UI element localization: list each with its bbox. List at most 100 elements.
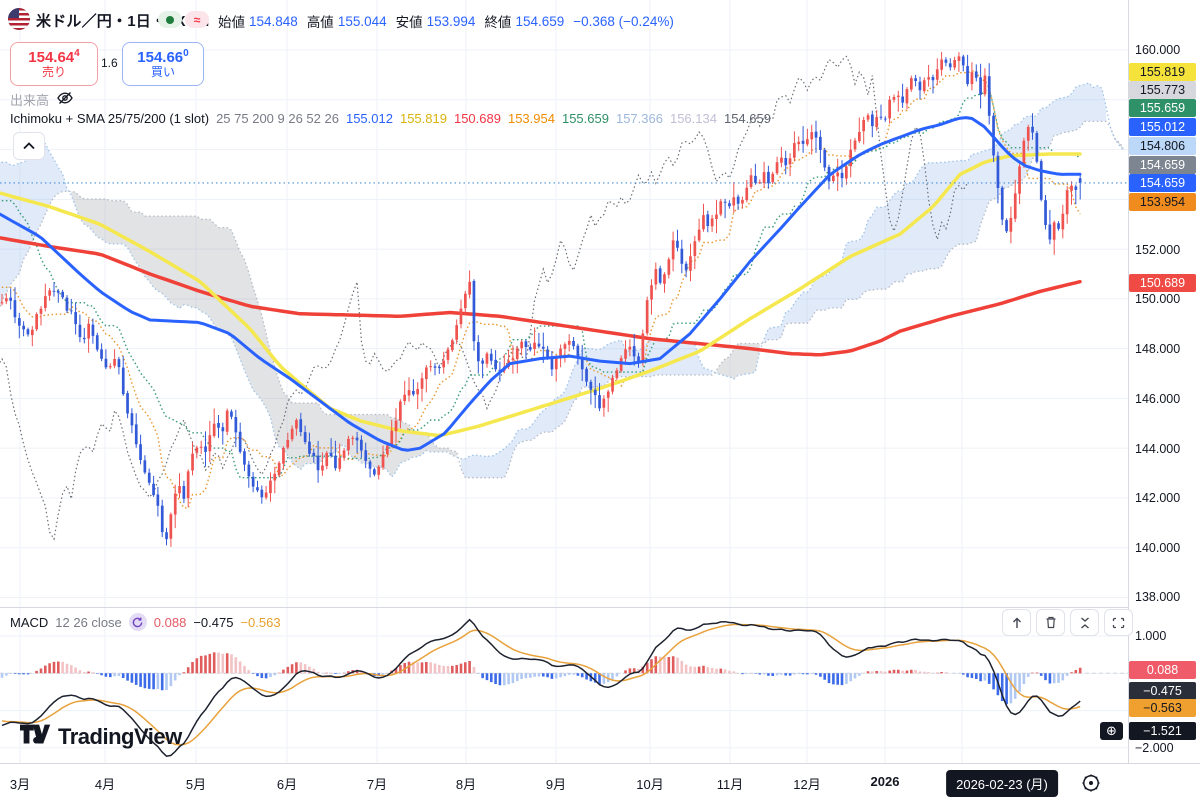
- time-axis-month-label: 6月: [276, 777, 298, 792]
- indicator-value: 157.366: [615, 111, 663, 126]
- pane-separator[interactable]: [0, 607, 1128, 608]
- time-axis-month-label: 4月: [94, 777, 116, 792]
- maximize-pane-button[interactable]: [1104, 609, 1133, 636]
- axis-tick-label: 142.000: [1135, 491, 1181, 505]
- chart-canvas[interactable]: [0, 0, 1200, 763]
- macd-pane-layer: [0, 618, 1128, 758]
- axis-tick-label: 138.000: [1135, 590, 1181, 604]
- tradingview-mark-icon: [20, 724, 51, 744]
- axis-tick-label: −2.000: [1135, 741, 1174, 755]
- ichimoku-cloud: [764, 82, 1107, 344]
- indicator-value: 155.819: [399, 111, 447, 126]
- buy-label: 買い: [150, 65, 175, 80]
- time-axis-month-label: 2026: [870, 774, 900, 789]
- tradingview-logo[interactable]: TradingView: [20, 724, 182, 750]
- add-alert-plus-icon[interactable]: ⊕: [1100, 722, 1123, 740]
- macd-histogram-pos: [35, 652, 1082, 674]
- price-label-badge: 155.659: [1129, 99, 1196, 117]
- axis-tick-label: 140.000: [1135, 541, 1181, 555]
- volume-label: 出来高: [10, 93, 50, 108]
- market-status: ≈: [158, 11, 212, 28]
- axis-tick-label: 150.000: [1135, 292, 1181, 306]
- macd-values: 0.088 −0.475 −0.563: [154, 615, 288, 630]
- axis-tick-label: 146.000: [1135, 392, 1181, 406]
- macd-histogram-pos-weak: [61, 652, 952, 674]
- price-label-badge: −1.521: [1129, 722, 1196, 740]
- refresh-sync-icon[interactable]: [128, 613, 147, 631]
- sell-button[interactable]: 154.644 売り: [10, 42, 98, 86]
- last-bar-date-badge[interactable]: 2026-02-23 (月): [946, 770, 1058, 797]
- ichimoku-cloud: [71, 191, 457, 477]
- axis-tick-label: 144.000: [1135, 442, 1181, 456]
- sma-200-line: [0, 236, 1082, 357]
- symbol-flag-icon: [8, 8, 30, 30]
- sma-25-line: [0, 116, 1082, 452]
- spread-value: 1.6: [101, 56, 118, 70]
- low-value: 153.994: [426, 13, 476, 29]
- time-axis-month-label: 7月: [366, 777, 388, 792]
- ichimoku-cloud: [716, 343, 760, 380]
- time-axis-month-label: 9月: [545, 777, 567, 792]
- ichimoku-cloud: [461, 338, 713, 478]
- price-axis-separator: [1128, 0, 1129, 763]
- pane-toolbar: [1002, 609, 1133, 636]
- axis-tick-label: 160.000: [1135, 43, 1181, 57]
- indicator-value: 155.012: [345, 111, 393, 126]
- indicator-value: 0.088: [153, 614, 187, 630]
- indicator-value: 155.659: [561, 111, 609, 126]
- price-label-badge: 154.659: [1129, 156, 1196, 174]
- market-approx-icon: ≈: [185, 11, 209, 28]
- close-label: 終値: [484, 15, 512, 30]
- session-settings-gear-icon[interactable]: [1080, 772, 1102, 799]
- time-axis-month-label: 5月: [185, 777, 207, 792]
- indicator-value: 154.659: [723, 111, 771, 126]
- price-label-badge: 154.659: [1129, 174, 1196, 192]
- up-candle-bodies: [0, 56, 1073, 539]
- volume-row: 出来高: [10, 89, 74, 110]
- time-axis-month-label: 3月: [9, 777, 31, 792]
- ichimoku-values: 155.012 155.819 150.689 153.954 155.659 157.3…: [346, 111, 778, 126]
- delete-pane-button[interactable]: [1036, 609, 1065, 636]
- high-label: 高値: [306, 15, 334, 30]
- arrow-up-icon: [1012, 617, 1021, 628]
- price-label-badge: −0.475: [1129, 682, 1196, 700]
- trash-icon: [1046, 616, 1055, 629]
- indicator-value: −0.563: [240, 614, 281, 630]
- price-label-badge: 155.773: [1129, 81, 1196, 99]
- sell-label: 売り: [41, 65, 66, 80]
- macd-params: 12 26 close: [55, 614, 122, 630]
- high-value: 155.044: [337, 13, 387, 29]
- macd-line: [1, 618, 1081, 758]
- time-axis-month-label: 8月: [455, 777, 477, 792]
- time-axis[interactable]: 2026-02-23 (月) 3月 4月 5月 6月 7月 8月 9月 10月 11月 12月 20…: [0, 763, 1200, 801]
- minimize-pane-button[interactable]: [1070, 609, 1099, 636]
- indicator-value: −0.475: [193, 614, 234, 630]
- ichimoku-indicator-row[interactable]: Ichimoku + SMA 25/75/200 (1 slot) 25 75 …: [10, 111, 778, 126]
- macd-histogram-neg-weak: [0, 673, 1069, 704]
- maximize-icon: [1112, 617, 1125, 628]
- ichimoku-params: 25 75 200 9 26 52 26: [216, 111, 339, 126]
- sma-75-line: [0, 152, 1082, 438]
- chikou-span-line: [0, 55, 969, 541]
- time-axis-month-label: 10月: [636, 777, 664, 792]
- indicator-value: 156.134: [669, 111, 717, 126]
- ichimoku-title: Ichimoku + SMA 25/75/200 (1 slot): [10, 111, 210, 126]
- open-value: 154.848: [249, 13, 298, 29]
- market-open-dot-icon: [158, 11, 182, 28]
- price-label-badge: 154.806: [1129, 137, 1196, 155]
- low-label: 安値: [395, 15, 423, 30]
- buy-button[interactable]: 154.660 買い: [122, 42, 204, 86]
- macd-indicator-row[interactable]: MACD 12 26 close 0.088 −0.475 −0.563: [10, 613, 288, 631]
- collapse-pane-button[interactable]: [13, 132, 45, 160]
- axis-tick-label: 152.000: [1135, 243, 1181, 257]
- eye-off-icon[interactable]: [56, 89, 74, 110]
- price-label-badge: −0.563: [1129, 699, 1196, 717]
- axis-tick-label: 148.000: [1135, 342, 1181, 356]
- grid-layer: [0, 0, 1128, 763]
- indicator-value: 153.954: [507, 111, 555, 126]
- move-pane-up-button[interactable]: [1002, 609, 1031, 636]
- macd-title: MACD: [10, 614, 49, 630]
- collapse-icon: [1080, 616, 1089, 629]
- indicator-value: 150.689: [453, 111, 501, 126]
